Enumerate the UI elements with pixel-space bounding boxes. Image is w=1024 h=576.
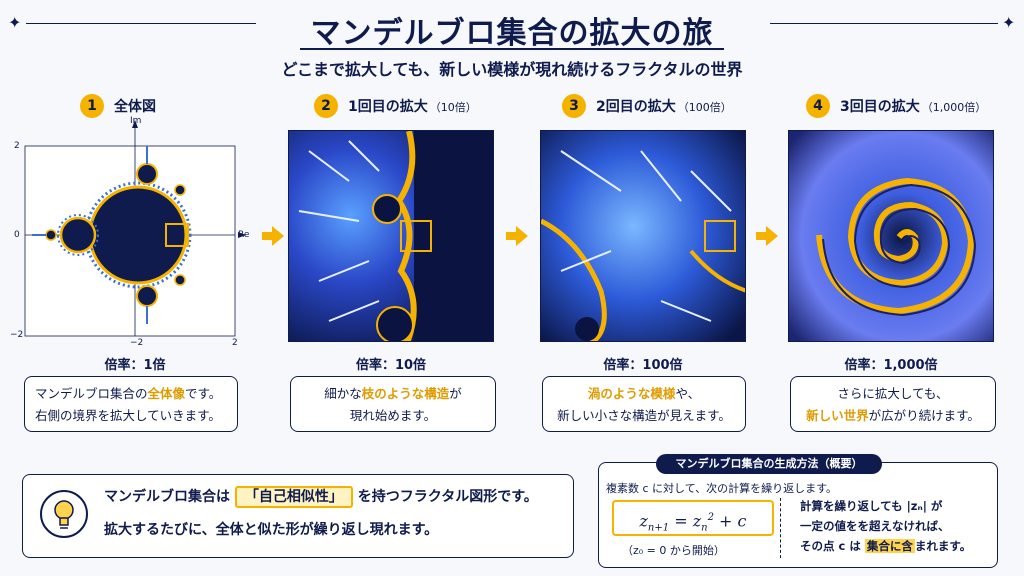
real-axis-label: Re	[238, 230, 250, 240]
caption-1-highlight: 全体像	[147, 386, 186, 401]
x-tick-mid: −2	[130, 338, 144, 348]
self-similarity-badge: 「自己相似性」	[234, 486, 353, 508]
rule-line-3-end: まれます。	[914, 539, 972, 553]
right-ornament-line	[770, 23, 998, 24]
caption-4: さらに拡大しても、 新しい世界が広がり続けます。	[790, 376, 996, 432]
arrow-right-icon	[506, 226, 528, 246]
method-title: マンデルブロ集合の生成方法（概要）	[656, 454, 882, 474]
x-tick-right: 2	[232, 338, 238, 348]
arrow-right-icon	[262, 226, 284, 246]
caption-4-line1: さらに拡大しても、	[837, 386, 949, 401]
iteration-formula: zn+1 = zn2 + c	[612, 500, 774, 536]
caption-1-line2: 右側の境界を拡大していきます。	[35, 408, 221, 423]
caption-1: マンデルブロ集合の全体像です。 右側の境界を拡大していきます。	[24, 376, 238, 432]
zoom-image-10x	[288, 130, 494, 342]
rate-1: 倍率：1倍	[104, 358, 166, 373]
imag-axis-label: Im	[130, 116, 142, 126]
insight-line-2: 拡大するたびに、全体と似た形が繰り返し現れます。	[104, 522, 439, 538]
caption-2: 細かな枝のような構造が 現れ始めます。	[290, 376, 496, 432]
stage-2-header: 2 1回目の拡大 （10倍）	[314, 94, 477, 118]
stage-1-label: 全体図	[114, 99, 156, 115]
stage-3-suffix: （100倍）	[677, 101, 732, 114]
caption-2-text-end: が	[449, 386, 462, 401]
stage-3-number: 3	[562, 94, 586, 118]
zoom-region-box	[165, 223, 189, 247]
caption-1-text-end: です。	[185, 386, 222, 401]
stage-4-number: 4	[806, 94, 830, 118]
insight-text-end: を持つフラクタル図形です。	[357, 489, 538, 505]
stage-2-suffix: （10倍）	[429, 101, 477, 114]
real-axis-arrow	[238, 232, 246, 238]
caption-4-text-end: が広がり続けます。	[868, 408, 980, 423]
caption-2-line2: 現れ始めます。	[349, 408, 437, 423]
membership-rule: 計算を繰り返しても |zₙ| が 一定の値をを超えなければ、 その点 c は 集…	[800, 496, 971, 556]
rule-line-1: 計算を繰り返しても |zₙ| が	[800, 499, 943, 513]
mandelbrot-shape	[32, 146, 192, 324]
left-ornament-line	[26, 23, 256, 24]
overview-plot: Im Re 2 0 −2 −2 2	[10, 116, 260, 348]
imag-axis-arrow	[132, 120, 138, 128]
caption-3-line2: 新しい小さな構造が見えます。	[557, 408, 731, 423]
stage-3-header: 3 2回目の拡大 （100倍）	[562, 94, 732, 118]
y-tick-top: 2	[14, 141, 20, 151]
start-condition: （z₀ = 0 から開始）	[622, 544, 725, 557]
title-underline	[300, 48, 724, 50]
stage-4-header: 4 3回目の拡大 （1,000倍）	[806, 94, 986, 118]
caption-3: 渦のような模様や、 新しい小さな構造が見えます。	[542, 376, 746, 432]
rate-2: 倍率：10倍	[355, 358, 427, 373]
y-tick-bottom: −2	[10, 330, 24, 340]
method-divider	[780, 498, 781, 558]
zoom-image-100x	[540, 130, 746, 342]
caption-4-highlight: 新しい世界	[806, 408, 869, 423]
stage-4-label: 3回目の拡大	[840, 99, 920, 115]
caption-1-text: マンデルブロ集合の	[35, 386, 148, 401]
rate-3: 倍率：100倍	[603, 358, 683, 373]
arrow-right-icon	[756, 226, 778, 246]
insight-line-1: マンデルブロ集合は 「自己相似性」 を持つフラクタル図形です。	[104, 481, 538, 513]
caption-2-text: 細かな	[324, 386, 362, 401]
caption-3-highlight: 渦のような模様	[587, 386, 676, 401]
stage-4-suffix: （1,000倍）	[921, 101, 987, 114]
insight-text: マンデルブロ集合は	[104, 489, 230, 505]
y-tick-zero: 0	[14, 230, 20, 240]
rule-highlight: 集合に含	[864, 539, 915, 553]
page-subtitle: どこまで拡大しても、新しい模様が現れ続けるフラクタルの世界	[281, 60, 743, 79]
caption-3-text-end: や、	[675, 386, 701, 401]
page-title: マンデルブロ集合の拡大の旅	[310, 16, 714, 51]
stage-1-number: 1	[80, 94, 104, 118]
rate-4: 倍率：1,000倍	[844, 358, 938, 373]
rule-line-2: 一定の値をを超えなければ、	[800, 519, 950, 533]
stage-2-label: 1回目の拡大	[348, 99, 428, 115]
method-intro: 複素数 c に対して、次の計算を繰り返します。	[606, 482, 838, 495]
stage-3-label: 2回目の拡大	[596, 99, 676, 115]
zoom-image-1000x	[788, 130, 994, 342]
lightbulb-icon	[40, 490, 88, 538]
stage-2-number: 2	[314, 94, 338, 118]
right-sparkle-icon: ✦	[1002, 13, 1016, 32]
stage-1-header: 1 全体図	[80, 94, 156, 118]
rule-line-3: その点 c は	[800, 539, 861, 553]
caption-2-highlight: 枝のような構造	[361, 386, 450, 401]
left-sparkle-icon: ✦	[8, 13, 22, 32]
